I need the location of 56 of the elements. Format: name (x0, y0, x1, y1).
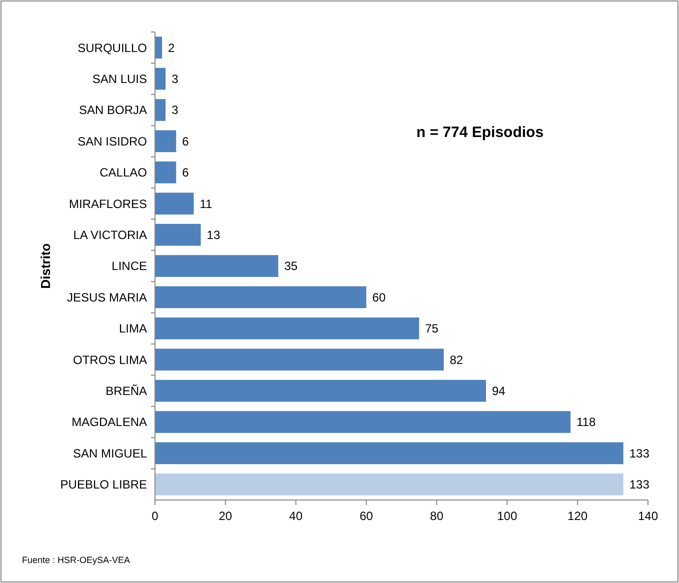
y-tick-label: LA VICTORIA (73, 228, 147, 242)
y-tick-label: OTROS LIMA (72, 352, 147, 367)
data-label: 6 (182, 166, 190, 180)
x-tick-label: 100 (497, 509, 518, 523)
y-axis-title: Distrito (38, 243, 53, 289)
bar (155, 286, 366, 308)
data-label: 94 (492, 384, 506, 398)
data-label: 6 (182, 134, 190, 148)
y-tick-label: CALLAO (100, 166, 147, 180)
y-tick-label: PUEBLO LIBRE (60, 478, 147, 492)
data-label: 82 (450, 352, 464, 367)
bar (155, 473, 624, 496)
y-tick-label: LINCE (112, 259, 147, 274)
x-tick-label: 140 (638, 509, 658, 523)
x-tick-label: 60 (360, 509, 374, 523)
y-tick-label: SAN MIGUEL (72, 446, 148, 460)
y-tick-label: MAGDALENA (72, 415, 147, 430)
bar (155, 68, 166, 90)
bar (155, 130, 176, 152)
x-tick-label: 40 (289, 509, 303, 523)
bar (155, 442, 624, 464)
x-tick-label: 80 (430, 509, 444, 523)
bar (155, 411, 571, 433)
y-tick-label: SAN LUIS (92, 72, 147, 86)
data-label: 60 (372, 290, 386, 304)
y-tick-label: JESUS MARIA (66, 290, 147, 304)
data-label: 3 (172, 103, 179, 118)
bar (155, 224, 201, 246)
bar (155, 380, 486, 402)
y-tick-label: LIMA (118, 322, 147, 336)
source-note: Fuente : HSR-OEySA-VEA (22, 555, 130, 565)
bar (155, 348, 444, 371)
x-tick-label: 20 (218, 509, 232, 523)
bar (155, 255, 278, 277)
data-label: 75 (425, 322, 439, 336)
y-tick-label: BREÑA (106, 384, 147, 398)
data-label: 118 (576, 415, 596, 430)
data-label: 133 (629, 446, 650, 460)
data-label: 13 (206, 228, 220, 242)
y-tick-label: MIRAFLORES (68, 196, 147, 211)
bar (155, 192, 194, 215)
data-label: 2 (168, 40, 176, 55)
annotation: n = 774 Episodios (416, 124, 544, 141)
bar (155, 161, 176, 184)
x-tick-label: 120 (568, 509, 588, 523)
data-label: 3 (172, 72, 179, 86)
y-tick-label: SURQUILLO (78, 40, 147, 55)
data-label: 133 (629, 478, 650, 492)
bar (155, 317, 420, 340)
y-tick-label: SAN BORJA (78, 103, 147, 118)
data-label: 35 (284, 259, 298, 274)
y-tick-label: SAN ISIDRO (78, 134, 147, 148)
x-tick-label: 0 (152, 509, 159, 523)
bar (155, 99, 166, 121)
data-label: 11 (200, 196, 213, 211)
bar (155, 36, 162, 59)
